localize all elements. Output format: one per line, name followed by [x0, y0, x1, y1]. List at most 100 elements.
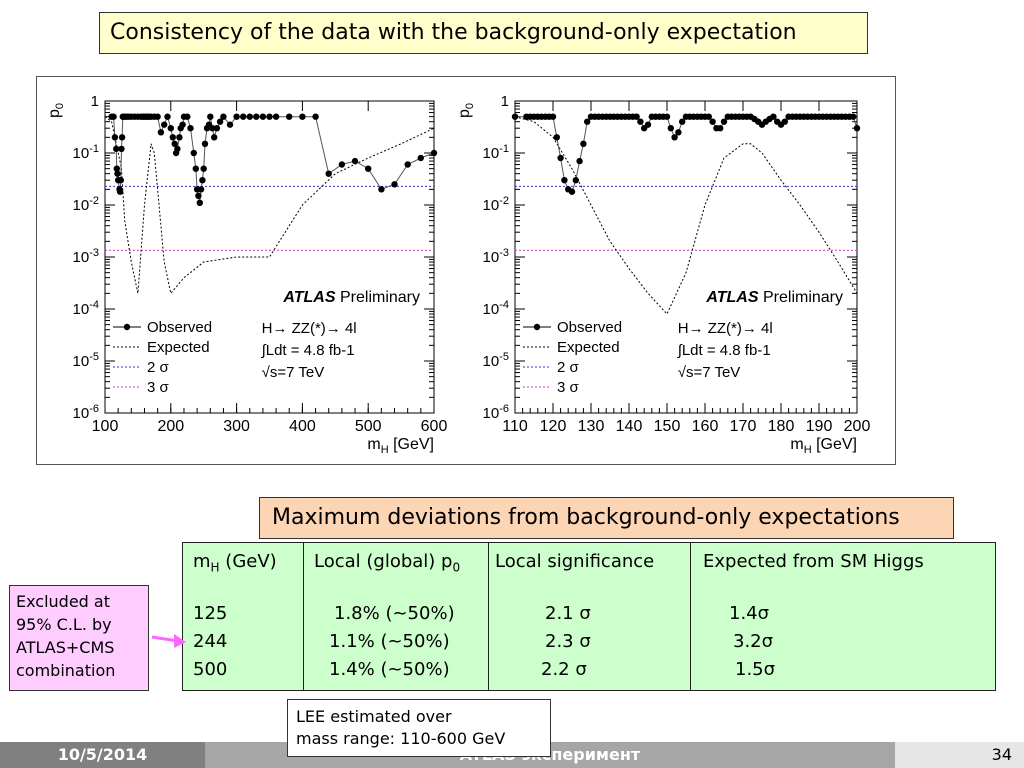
panel1-y-tick-label: 10-1: [73, 143, 99, 162]
panel1-observed-point: [113, 145, 120, 153]
panel1-observed-point: [312, 113, 319, 120]
panel2-y-tick-label: 10-4: [483, 299, 509, 318]
panel2-x-tick-label: 200: [844, 418, 871, 435]
panel1-observed-point: [220, 113, 227, 120]
panel2-expected-line: [515, 116, 857, 315]
panel2-observed-point: [663, 113, 671, 120]
panel1-observed-point: [196, 199, 203, 206]
lee-note-line: LEE estimated over: [296, 707, 452, 726]
panel1-y-tick-label: 10-5: [73, 351, 99, 370]
panel1-observed-point: [365, 165, 372, 172]
panel1-observed-point: [351, 157, 359, 165]
panel1-observed-point: [117, 177, 125, 184]
panel2-observed-point: [580, 140, 587, 147]
header-p0: Local (global) p0: [314, 551, 461, 575]
panel1-observed-point: [187, 125, 194, 132]
panel2-x-tick-label: 140: [616, 418, 643, 435]
cell-mass-1: 244: [193, 631, 228, 652]
panel2-observed-point: [572, 177, 579, 184]
panel2-observed-point: [705, 113, 712, 120]
panel1-atlas-label: ATLAS Preliminary: [282, 289, 420, 306]
excluded-note-line: combination: [16, 661, 116, 680]
slide-title: Consistency of the data with the backgro…: [99, 12, 868, 54]
panel2-atlas-label: ATLAS Preliminary: [705, 289, 843, 306]
panel1-legend-swatch: [123, 323, 131, 331]
panel2-x-tick-label: 150: [654, 418, 681, 435]
panel1-observed-point: [118, 145, 125, 153]
cell-expected-2: 1.5σ: [735, 659, 776, 680]
excluded-note-line: ATLAS+CMS: [16, 638, 115, 657]
panel1-observed-point: [199, 177, 206, 184]
panel1-observed-point: [430, 149, 438, 157]
panel1-observed-point: [179, 121, 186, 128]
panel2-x-tick-label: 120: [540, 418, 567, 435]
panel1-observed-point: [197, 186, 205, 193]
panel1-y-tick-label: 10-4: [73, 299, 99, 318]
panel1-legend-label: 3 σ: [147, 379, 170, 396]
panel2-observed-point: [584, 118, 591, 125]
panel2-observed-point: [675, 129, 682, 136]
panel2-x-tick-label: 130: [578, 418, 605, 435]
panel2-y-tick-label: 10-2: [483, 195, 509, 214]
panel1-observed-point: [200, 165, 207, 172]
cell-expected-1: 3.2σ: [733, 631, 774, 652]
panel1-y-axis-label: p0: [46, 103, 66, 118]
panel1-observed-point: [154, 113, 161, 120]
panel2-legend-swatch: [533, 323, 541, 331]
panel2-observed-point: [568, 188, 576, 195]
panel2-annotation-line: H→ ZZ(*)→ 4l: [678, 320, 773, 337]
panel1-observed-point: [110, 113, 117, 120]
header-mass: mH (GeV): [193, 551, 277, 575]
cell-signif-1: 2.3 σ: [545, 631, 591, 652]
lee-note-line: mass range: 110-600 GeV: [296, 729, 506, 748]
panel1-x-axis-label: mH [GeV]: [367, 436, 434, 456]
panel1-x-tick-label: 100: [92, 418, 119, 435]
panel1-y-tick-label: 10-6: [73, 403, 99, 422]
cell-signif-0: 2.1 σ: [545, 603, 591, 624]
panel1-legend-label: Expected: [147, 339, 210, 356]
excluded-note-line: 95% C.L. by: [16, 615, 112, 634]
panel2-observed-point: [557, 154, 564, 162]
cell-p0-1: 1.1% (~50%): [329, 631, 450, 652]
panel2-legend-label: 2 σ: [557, 359, 580, 376]
panel1-observed-point: [272, 113, 280, 120]
panel1-observed-point: [195, 192, 202, 199]
panel1-observed-point: [167, 125, 174, 132]
panel2-observed-point: [717, 125, 724, 132]
panel1-observed-point: [116, 188, 124, 195]
excluded-note: Excluded at 95% C.L. by ATLAS+CMS combin…: [9, 585, 149, 691]
panel2-observed-point: [679, 118, 686, 125]
panel1-observed-point: [169, 134, 176, 141]
panel1-y-tick-label: 10-2: [73, 195, 99, 214]
plots-frame: 1 10-1 10-2 10-3 10-4 10-5 10-6 100 200 300 400 500…: [36, 76, 896, 465]
panel1-observed-point: [338, 161, 346, 168]
panel1-observed-point: [174, 145, 181, 153]
panel2-observed-point: [850, 113, 857, 120]
footer-date: 10/5/2014: [0, 742, 205, 768]
panel1-observed-point: [259, 113, 267, 120]
panel1-x-tick-label: 300: [223, 418, 250, 435]
panel1-observed-point: [118, 134, 126, 141]
panel1-observed-point: [240, 113, 247, 120]
panel1-observed-point: [192, 165, 199, 172]
panel2-observed-point: [644, 121, 652, 128]
panel1-observed-point: [299, 113, 306, 120]
panel2-y-tick-label: 1: [501, 93, 509, 110]
cell-p0-0: 1.8% (~50%): [334, 603, 455, 624]
panel1-observed-point: [226, 121, 234, 128]
panel1-annotation-line: H→ ZZ(*)→ 4l: [262, 320, 357, 337]
panel2-y-axis-label: p0: [456, 103, 476, 118]
panel1-observed-point: [404, 161, 411, 168]
panel1-observed-point: [391, 181, 398, 188]
panel1-observed-point: [213, 125, 221, 132]
panel1-observed-point: [246, 113, 253, 120]
panel1-observed-point: [111, 134, 119, 141]
cell-mass-2: 500: [193, 659, 228, 680]
panel2-observed-point: [553, 134, 560, 141]
panel2-annotation-line: ∫Ldt = 4.8 fb-1: [677, 342, 771, 359]
panel1-observed-point: [325, 170, 332, 177]
col-expected: Expected from SM Higgs 1.4σ 3.2σ 1.5σ: [690, 543, 995, 690]
excluded-note-line: Excluded at: [16, 592, 110, 611]
panel2-observed-point: [667, 125, 674, 132]
panel1-x-tick-label: 600: [421, 418, 448, 435]
